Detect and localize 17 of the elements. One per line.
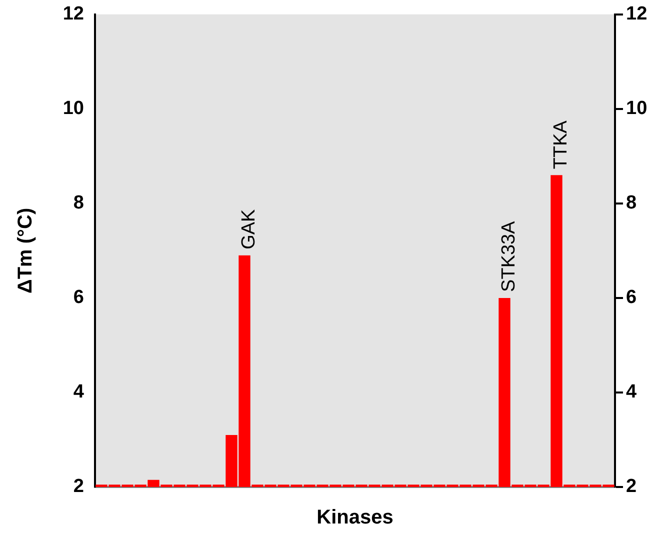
y-tick-label: 10: [62, 98, 84, 120]
y-tick-label: 12: [62, 4, 84, 25]
y-tick-label: 4: [73, 382, 84, 403]
y2-tick-label: 6: [626, 287, 637, 308]
annotation: TTKA: [550, 120, 572, 170]
x-axis-title: Kinases: [316, 506, 394, 529]
y2-tick-label: 10: [626, 98, 648, 120]
y-tick-label: 2: [73, 476, 84, 498]
y2-tick-label: 2: [626, 476, 637, 498]
y-tick-label: 8: [73, 192, 84, 214]
y-tick-label: 6: [73, 287, 84, 308]
y-axis-title: ΔTm (°C): [14, 208, 37, 294]
annotation: GAK: [238, 208, 260, 250]
y2-tick-label: 12: [626, 4, 648, 25]
y2-tick-label: 8: [626, 192, 637, 214]
annotation: STK33A: [498, 220, 520, 292]
y2-tick-label: 4: [626, 382, 637, 403]
